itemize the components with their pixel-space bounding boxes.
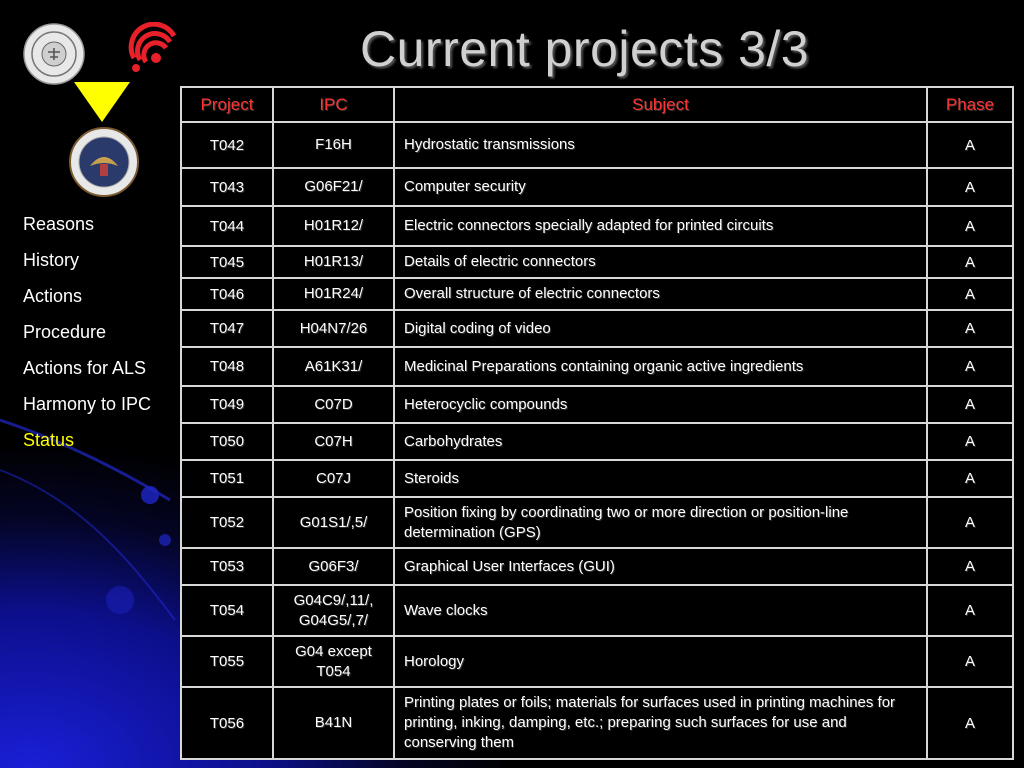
cell-subject: Hydrostatic transmissions [393, 121, 928, 169]
cell-project: T046 [180, 277, 274, 311]
cell-phase: A [926, 167, 1014, 207]
nav-item-harmony-to-ipc[interactable]: Harmony to IPC [23, 394, 152, 414]
nav-item-reasons[interactable]: Reasons [23, 214, 95, 234]
cell-project: T051 [180, 459, 274, 498]
cell-ipc: H01R12/ [272, 205, 395, 247]
cell-ipc: G04C9/,11/, G04G5/,7/ [272, 584, 395, 637]
cell-ipc: F16H [272, 121, 395, 169]
header-phase: Phase [926, 86, 1014, 123]
table-row: T051 C07J Steroids A [180, 459, 1014, 498]
side-navigation: Reasons History Actions Procedure Action… [23, 211, 151, 463]
cell-project: T042 [180, 121, 274, 169]
table-row: T044 H01R12/ Electric connectors special… [180, 205, 1014, 247]
table-row: T048 A61K31/ Medicinal Preparations cont… [180, 346, 1014, 387]
cell-project: T052 [180, 496, 274, 549]
table-row: T042 F16H Hydrostatic transmissions A [180, 121, 1014, 169]
cell-project: T049 [180, 385, 274, 424]
table-row: T050 C07H Carbohydrates A [180, 422, 1014, 461]
cell-project: T055 [180, 635, 274, 688]
cell-project: T054 [180, 584, 274, 637]
cell-phase: A [926, 309, 1014, 348]
cell-subject: Medicinal Preparations containing organi… [393, 346, 928, 387]
table-header-row: Project IPC Subject Phase [180, 86, 1014, 123]
cell-subject: Computer security [393, 167, 928, 207]
japan-patent-office-seal-icon [23, 23, 85, 85]
cell-phase: A [926, 346, 1014, 387]
cell-ipc: B41N [272, 686, 395, 760]
table-row: T047 H04N7/26 Digital coding of video A [180, 309, 1014, 348]
cell-subject: Wave clocks [393, 584, 928, 637]
table-row: T053 G06F3/ Graphical User Interfaces (G… [180, 547, 1014, 586]
nav-item-history[interactable]: History [23, 250, 80, 270]
cell-ipc: G06F3/ [272, 547, 395, 586]
projects-table: Project IPC Subject Phase T042 F16H Hydr… [180, 86, 1014, 760]
cell-project: T048 [180, 346, 274, 387]
cell-phase: A [926, 245, 1014, 279]
cell-ipc: C07H [272, 422, 395, 461]
cell-project: T050 [180, 422, 274, 461]
cell-phase: A [926, 584, 1014, 637]
cell-project: T047 [180, 309, 274, 348]
cell-ipc: H01R24/ [272, 277, 395, 311]
header-project: Project [180, 86, 274, 123]
table-row: T046 H01R24/ Overall structure of electr… [180, 277, 1014, 311]
cell-phase: A [926, 635, 1014, 688]
cell-phase: A [926, 686, 1014, 760]
cell-ipc: G06F21/ [272, 167, 395, 207]
cell-ipc: C07D [272, 385, 395, 424]
uspto-seal-icon [69, 127, 139, 197]
cell-subject: Horology [393, 635, 928, 688]
cell-ipc: C07J [272, 459, 395, 498]
cell-ipc: H01R13/ [272, 245, 395, 279]
table-row: T056 B41N Printing plates or foils; mate… [180, 686, 1014, 760]
european-patent-office-logo-icon [128, 22, 177, 72]
cell-phase: A [926, 496, 1014, 549]
cell-subject: Heterocyclic compounds [393, 385, 928, 424]
cell-subject: Steroids [393, 459, 928, 498]
cell-project: T053 [180, 547, 274, 586]
cell-subject: Electric connectors specially adapted fo… [393, 205, 928, 247]
cell-ipc: H04N7/26 [272, 309, 395, 348]
cell-phase: A [926, 385, 1014, 424]
cell-project: T043 [180, 167, 274, 207]
nav-item-actions-for-als[interactable]: Actions for ALS [23, 358, 147, 378]
slide-title: Current projects 3/3 [360, 21, 810, 77]
cell-project: T044 [180, 205, 274, 247]
cell-ipc: A61K31/ [272, 346, 395, 387]
table-row: T054 G04C9/,11/, G04G5/,7/ Wave clocks A [180, 584, 1014, 637]
table-row: T045 H01R13/ Details of electric connect… [180, 245, 1014, 279]
cell-phase: A [926, 459, 1014, 498]
nav-item-procedure[interactable]: Procedure [23, 322, 107, 342]
cell-phase: A [926, 422, 1014, 461]
cell-project: T056 [180, 686, 274, 760]
cell-subject: Digital coding of video [393, 309, 928, 348]
nav-item-status[interactable]: Status [23, 430, 75, 450]
cell-subject: Position fixing by coordinating two or m… [393, 496, 928, 549]
cell-ipc: G04 except T054 [272, 635, 395, 688]
header-subject: Subject [393, 86, 928, 123]
cell-subject: Overall structure of electric connectors [393, 277, 928, 311]
table-row: T055 G04 except T054 Horology A [180, 635, 1014, 688]
cell-subject: Carbohydrates [393, 422, 928, 461]
cell-subject: Details of electric connectors [393, 245, 928, 279]
cell-phase: A [926, 205, 1014, 247]
cell-phase: A [926, 121, 1014, 169]
table-row: T049 C07D Heterocyclic compounds A [180, 385, 1014, 424]
cell-project: T045 [180, 245, 274, 279]
cell-ipc: G01S1/,5/ [272, 496, 395, 549]
cell-subject: Graphical User Interfaces (GUI) [393, 547, 928, 586]
cell-phase: A [926, 547, 1014, 586]
header-ipc: IPC [272, 86, 395, 123]
table-row: T043 G06F21/ Computer security A [180, 167, 1014, 207]
cell-subject: Printing plates or foils; materials for … [393, 686, 928, 760]
yellow-down-triangle-icon [74, 82, 130, 122]
cell-phase: A [926, 277, 1014, 311]
table-row: T052 G01S1/,5/ Position fixing by coordi… [180, 496, 1014, 549]
nav-item-actions[interactable]: Actions [23, 286, 83, 306]
